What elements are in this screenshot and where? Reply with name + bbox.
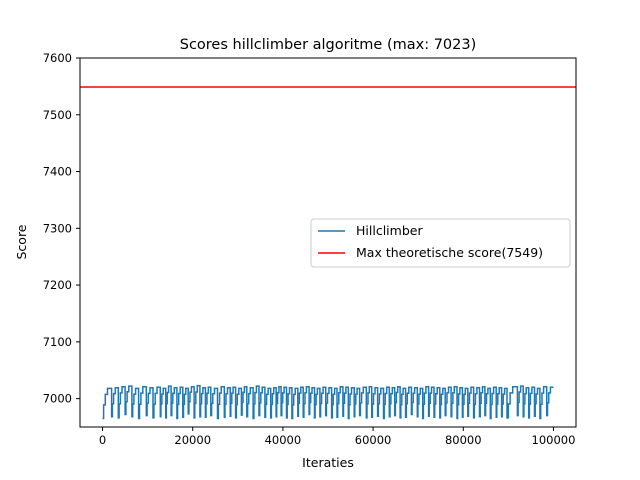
x-axis-ticks: 0 20000 40000 60000 80000 100000 <box>99 427 576 447</box>
x-axis-label: Iteraties <box>302 455 354 470</box>
y-tick-label: 7000 <box>43 392 72 406</box>
y-tick-label: 7400 <box>43 165 72 179</box>
chart-title: Scores hillclimber algoritme (max: 7023) <box>180 37 477 53</box>
x-tick-label: 80000 <box>445 433 482 447</box>
y-axis-label: Score <box>14 224 29 259</box>
y-tick-label: 7200 <box>43 278 72 292</box>
y-tick-label: 7300 <box>43 221 72 235</box>
y-tick-label: 7100 <box>43 335 72 349</box>
plot-area <box>80 86 576 420</box>
x-tick-label: 20000 <box>174 433 211 447</box>
legend-entry-label: Hillclimber <box>356 223 423 238</box>
x-tick-label: 100000 <box>532 433 576 447</box>
legend-box <box>310 218 571 268</box>
axes-frame <box>79 57 577 428</box>
y-tick-label: 7500 <box>43 108 72 122</box>
x-tick-label: 0 <box>99 433 106 447</box>
legend-entry-label: Max theoretische score(7549) <box>356 245 543 260</box>
x-tick-label: 40000 <box>265 433 302 447</box>
series-line-hillclimber <box>102 384 554 420</box>
x-tick-label: 60000 <box>355 433 392 447</box>
y-tick-label: 7600 <box>43 51 72 65</box>
y-axis-ticks: 7000 7100 7200 7300 7400 7500 7600 <box>43 51 80 406</box>
legend: Hillclimber Max theoretische score(7549) <box>310 218 571 268</box>
